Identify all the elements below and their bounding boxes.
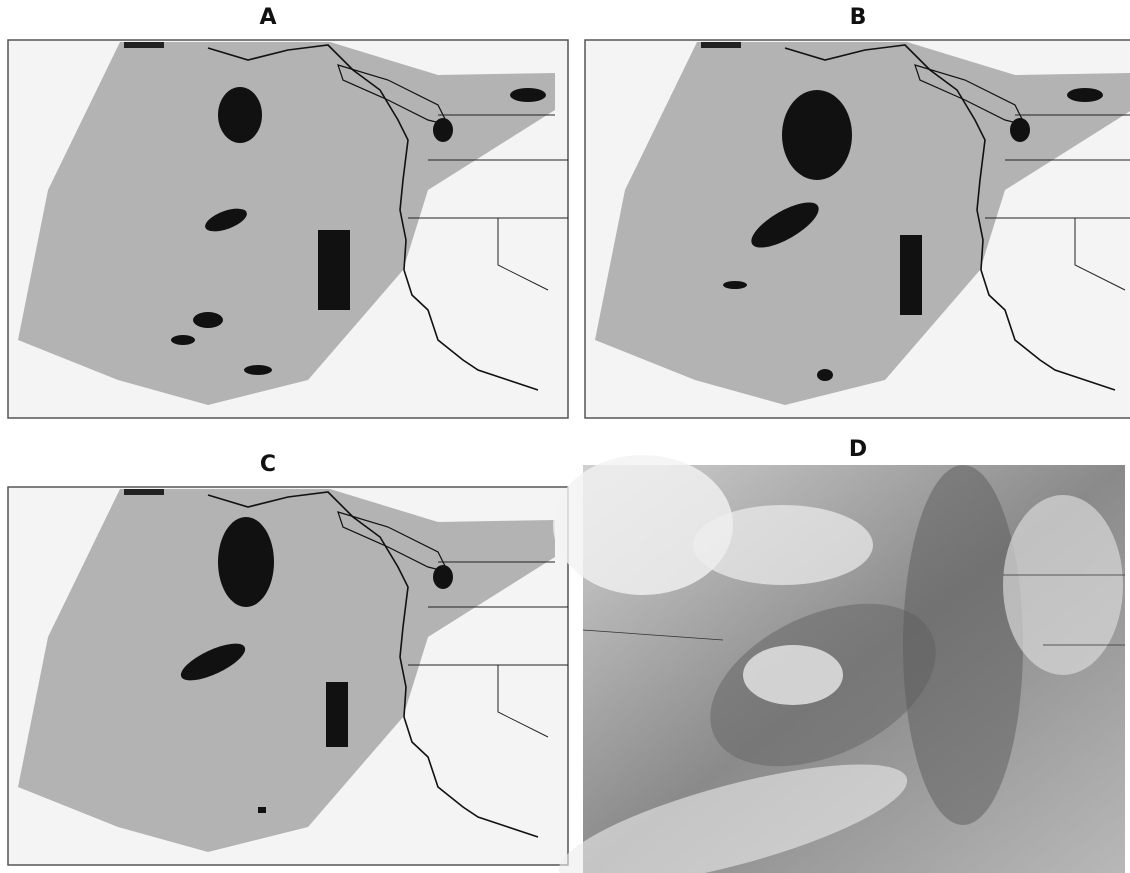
satellite-panel-d — [553, 455, 1125, 873]
map-panel-c — [7, 486, 569, 866]
panel-label: A — [259, 5, 276, 30]
panel-label: D — [849, 437, 867, 462]
panel-label: B — [850, 5, 867, 30]
map-panel-a — [7, 39, 569, 419]
panel-label: C — [260, 452, 276, 477]
map-panel-b — [584, 39, 1130, 419]
